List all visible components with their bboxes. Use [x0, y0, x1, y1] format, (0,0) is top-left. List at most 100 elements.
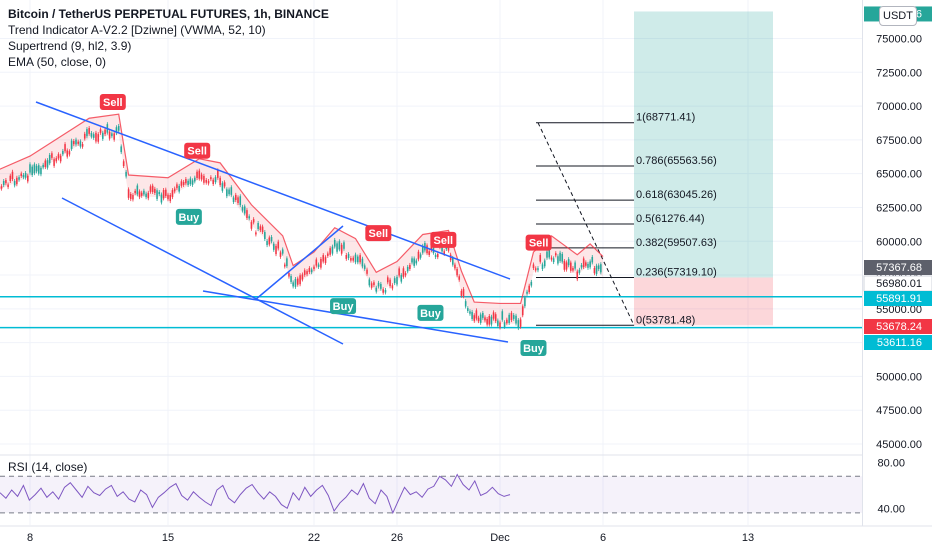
sell-signal-box — [365, 225, 392, 242]
candle-body — [196, 171, 198, 178]
candle-body — [117, 125, 120, 131]
candle-body — [228, 189, 230, 195]
candle-body — [191, 180, 194, 185]
candle-body — [149, 186, 152, 192]
price-label: 57367.68 — [876, 262, 922, 274]
indicator-supertrend[interactable]: Supertrend (9, hl2, 3.9) — [8, 39, 132, 53]
candle-body — [277, 241, 280, 249]
chart-legend: Bitcoin / TetherUS PERPETUAL FUTURES, 1h… — [8, 6, 329, 70]
candle-body — [329, 248, 331, 255]
candle-body — [389, 279, 391, 287]
candle-body — [24, 173, 27, 178]
candle-body — [380, 283, 382, 289]
sell-signal-box — [184, 142, 211, 159]
candle-body — [350, 257, 352, 261]
candle-body — [484, 317, 486, 321]
currency-button[interactable]: USDT — [879, 6, 917, 26]
candle-body — [270, 237, 273, 242]
candle-body — [517, 320, 520, 329]
candle-body — [48, 155, 51, 164]
candle-body — [464, 301, 467, 307]
candle-body — [264, 232, 266, 239]
candle-body — [315, 259, 318, 266]
candle-body — [411, 258, 413, 263]
candle-body — [0, 186, 3, 189]
candle-body — [486, 318, 488, 325]
candle-body — [345, 254, 348, 259]
candle-body — [180, 181, 183, 186]
candle-body — [559, 252, 561, 261]
rsi-legend[interactable]: RSI (14, close) — [8, 460, 88, 474]
candle-body — [503, 322, 506, 327]
candle-body — [187, 180, 189, 185]
indicator-trend[interactable]: Trend Indicator A-V2.2 [Dziwne] (VWMA, 5… — [8, 23, 266, 37]
price-label-box — [864, 335, 932, 350]
candle-body — [125, 171, 127, 177]
candle-body — [519, 319, 522, 327]
candle-body — [396, 276, 398, 285]
candle-body — [436, 253, 439, 258]
candle-body — [512, 315, 515, 319]
buy-signal-label: Buy — [178, 212, 200, 224]
candle-body — [221, 183, 224, 191]
candle-body — [299, 275, 301, 285]
candle-body — [101, 132, 104, 139]
candle-body — [268, 237, 271, 245]
candle-body — [336, 243, 338, 252]
candle-body — [331, 246, 334, 254]
candle-body — [2, 181, 5, 186]
time-tick: 6 — [600, 532, 606, 544]
grid-layer — [0, 0, 862, 525]
candle-body — [597, 265, 600, 270]
candle-body — [541, 264, 544, 270]
candle-body — [515, 315, 517, 324]
candle-body — [205, 179, 208, 183]
candle-body — [306, 271, 308, 275]
candle-body — [246, 210, 248, 219]
candle-body — [366, 269, 368, 274]
candle-body — [434, 254, 437, 258]
candle-body — [83, 133, 86, 139]
candle-body — [214, 177, 217, 183]
candle-body — [257, 222, 259, 229]
candle-body — [129, 193, 132, 200]
candle-body — [417, 251, 420, 260]
price-label: 53678.24 — [876, 321, 922, 333]
price-tick: 70000.00 — [876, 101, 922, 113]
candle-body — [104, 129, 106, 135]
candle-body — [140, 192, 143, 196]
fibonacci-levels: 1(68771.41) 0.786(65563.56) 0.618(63045.26… — [536, 112, 717, 326]
candle-body — [241, 206, 244, 211]
candle-body — [79, 141, 82, 147]
candle-body — [363, 265, 366, 269]
candle-body — [134, 190, 136, 194]
candle-body — [479, 314, 482, 323]
candle-body — [313, 266, 315, 270]
candle-body — [40, 167, 42, 175]
candles — [0, 122, 602, 331]
candle-body — [92, 134, 95, 138]
rsi-line — [0, 473, 511, 515]
price-label-box — [864, 291, 932, 306]
candle-body — [90, 133, 93, 137]
candle-body — [589, 261, 591, 268]
indicator-ema[interactable]: EMA (50, close, 0) — [8, 55, 107, 69]
candle-body — [120, 146, 122, 153]
candle-body — [294, 279, 297, 287]
candle-body — [13, 181, 16, 186]
sell-signal-box — [525, 234, 552, 251]
fib-label: 0.786(65563.56) — [636, 155, 717, 167]
candle-body — [501, 311, 504, 320]
candle-body — [409, 264, 411, 269]
candle-body — [230, 187, 233, 195]
candle-body — [162, 190, 165, 199]
candle-body — [508, 314, 510, 323]
candle-body — [127, 189, 130, 198]
candle-body — [20, 173, 23, 177]
candle-body — [226, 189, 228, 197]
candle-body — [73, 141, 75, 145]
candle-body — [384, 289, 387, 293]
candle-body — [428, 251, 430, 255]
candle-body — [165, 189, 167, 196]
